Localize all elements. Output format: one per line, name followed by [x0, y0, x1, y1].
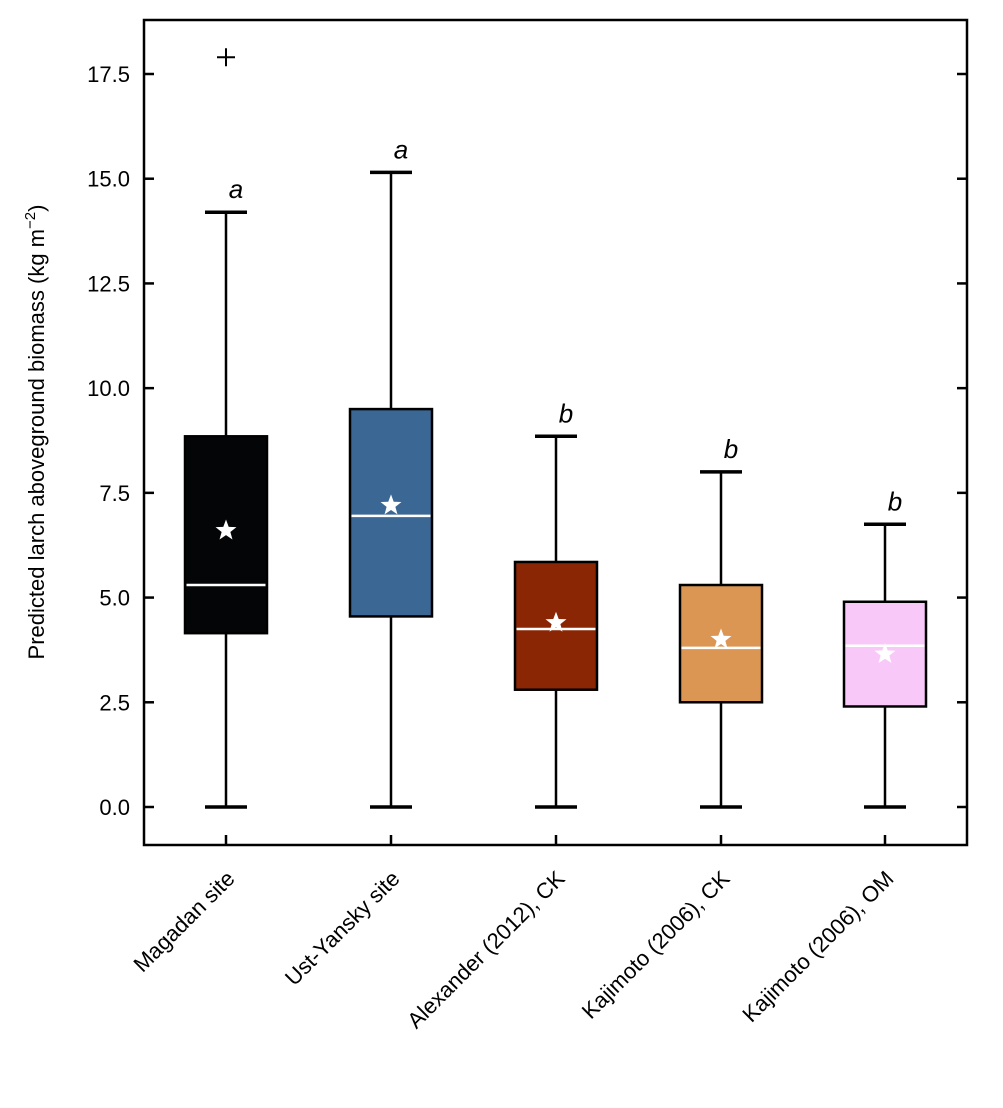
x-category-label: Magadan site: [128, 866, 239, 977]
y-axis-label-main: Predicted larch aboveground biomass (kg …: [24, 229, 49, 659]
x-category-label: Kajimoto (2006), CK: [577, 866, 735, 1024]
y-tick-label: 15.0: [87, 167, 130, 192]
y-tick-label: 10.0: [87, 376, 130, 401]
mean-marker: [380, 494, 402, 515]
boxes-layer: a a b b b: [183, 48, 928, 809]
iqr-box: [348, 407, 434, 618]
y-tick-label: 7.5: [99, 481, 130, 506]
box-3: b: [513, 398, 599, 809]
box-5: b: [842, 486, 928, 809]
significance-letter: a: [394, 134, 408, 164]
y-tick-label: 12.5: [87, 271, 130, 296]
y-axis-label-sup: −2: [22, 212, 39, 229]
significance-letter: a: [229, 174, 243, 204]
significance-letter: b: [559, 398, 573, 428]
mean-marker: [215, 519, 237, 540]
y-tick-label: 17.5: [87, 62, 130, 87]
y-axis-label: Predicted larch aboveground biomass (kg …: [22, 205, 49, 660]
y-axis-label-end: ): [24, 205, 49, 212]
significance-letter: b: [888, 486, 902, 516]
x-category-label: Alexander (2012), CK: [402, 866, 570, 1034]
mean-marker: [874, 643, 896, 664]
y-tick-label: 0.0: [99, 795, 130, 820]
box-4: b: [678, 434, 764, 809]
box-2: a: [348, 134, 434, 809]
mean-marker: [710, 628, 732, 649]
mean-marker: [545, 611, 567, 632]
significance-letter: b: [724, 434, 738, 464]
box-1: a: [183, 48, 269, 809]
x-category-label: Ust-Yansky site: [280, 866, 405, 991]
y-tick-label: 5.0: [99, 586, 130, 611]
y-axis: 0.0 2.5 5.0 7.5 10.0 12.5 15.0 17.5: [87, 62, 967, 820]
y-tick-label: 2.5: [99, 690, 130, 715]
x-category-label: Kajimoto (2006), OM: [737, 866, 898, 1027]
